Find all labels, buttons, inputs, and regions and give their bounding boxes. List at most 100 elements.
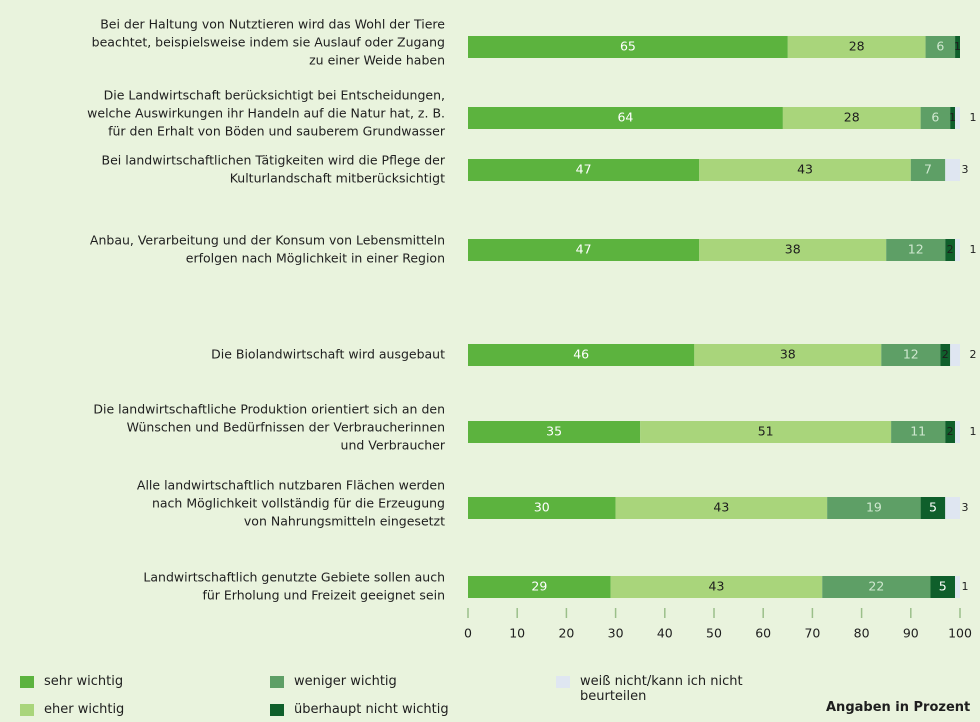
legend-item: weniger wichtig xyxy=(270,674,397,689)
legend-item: eher wichtig xyxy=(20,702,124,717)
category-label: von Nahrungsmitteln eingesetzt xyxy=(244,514,445,529)
x-tick-label: 30 xyxy=(608,626,624,641)
data-label: 5 xyxy=(929,500,937,515)
bar-segment xyxy=(822,576,931,598)
data-label: 11 xyxy=(910,424,926,439)
category-label: Alle landwirtschaftlich nutzbaren Fläche… xyxy=(137,478,445,493)
data-label: 28 xyxy=(849,39,865,54)
data-label: 38 xyxy=(780,347,796,362)
bar-segment xyxy=(891,421,946,443)
category-label: Die Landwirtschaft berücksichtigt bei En… xyxy=(104,88,445,103)
bar-segment xyxy=(945,497,960,519)
x-tick-label: 10 xyxy=(509,626,525,641)
category-label: beachtet, beispielsweise indem sie Ausla… xyxy=(92,35,445,50)
x-tick-label: 80 xyxy=(854,626,870,641)
data-label: 6 xyxy=(931,110,939,125)
category-label: Kulturlandschaft mitberücksichtigt xyxy=(230,171,445,186)
bar-segment xyxy=(699,159,911,181)
data-label: 1 xyxy=(962,580,969,593)
data-label: 5 xyxy=(939,579,947,594)
legend-swatch xyxy=(20,704,34,716)
x-tick-label: 90 xyxy=(903,626,919,641)
bar-segment xyxy=(910,159,946,181)
category-label: Die landwirtschaftliche Produktion orien… xyxy=(93,402,445,417)
category-label: Bei landwirtschaftlichen Tätigkeiten wir… xyxy=(102,153,446,168)
data-label: 1 xyxy=(970,425,977,438)
data-label: 28 xyxy=(844,110,860,125)
data-label: 12 xyxy=(903,347,919,362)
data-label: 43 xyxy=(709,579,725,594)
legend-item: überhaupt nicht wichtig xyxy=(270,702,449,717)
x-tick-label: 40 xyxy=(657,626,673,641)
data-label: 65 xyxy=(620,39,636,54)
data-label: 64 xyxy=(617,110,633,125)
bar-segment xyxy=(640,421,892,443)
data-label: 22 xyxy=(868,579,884,594)
bar-segment xyxy=(827,497,921,519)
legend-label: überhaupt nicht wichtig xyxy=(294,702,449,717)
bar-segment xyxy=(615,497,828,519)
x-tick-label: 60 xyxy=(755,626,771,641)
bar-segment xyxy=(955,576,960,598)
legend-item: weiß nicht/kann ich nicht beurteilen xyxy=(556,674,756,704)
category-label: und Verbraucher xyxy=(341,438,446,453)
bar-segment xyxy=(610,576,823,598)
data-label: 43 xyxy=(797,162,813,177)
x-tick-label: 100 xyxy=(948,626,972,641)
legend-label: weniger wichtig xyxy=(294,674,397,689)
legend-swatch xyxy=(556,676,570,688)
bar-segment xyxy=(930,576,956,598)
bar-segment xyxy=(468,421,641,443)
x-tick-label: 0 xyxy=(464,626,472,641)
data-label: 1 xyxy=(949,111,956,124)
category-label: Landwirtschaftlich genutzte Gebiete soll… xyxy=(143,570,445,585)
bar-segment xyxy=(468,344,695,366)
category-label: zu einer Weide haben xyxy=(309,53,445,68)
bar-segment xyxy=(945,421,956,443)
data-label: 1 xyxy=(954,40,961,53)
bar-segment xyxy=(468,107,783,129)
category-label: für Erholung und Freizeit geeignet sein xyxy=(202,588,445,603)
legend-swatch xyxy=(270,704,284,716)
legend-label: eher wichtig xyxy=(44,702,125,717)
legend-swatch xyxy=(270,676,284,688)
data-label: 29 xyxy=(531,579,547,594)
legend-item: sehr wichtig xyxy=(20,674,123,689)
data-label: 2 xyxy=(942,348,949,361)
bar-segment xyxy=(920,107,951,129)
legend-swatch xyxy=(20,676,34,688)
bar-segment xyxy=(925,36,956,58)
category-label: Die Biolandwirtschaft wird ausgebaut xyxy=(211,347,445,362)
data-label: 38 xyxy=(785,242,801,257)
bar-segment xyxy=(955,421,960,443)
data-label: 47 xyxy=(576,162,592,177)
category-label: für den Erhalt von Böden und sauberem Gr… xyxy=(108,124,446,139)
category-label: Bei der Haltung von Nutztieren wird das … xyxy=(100,17,445,32)
note: Angaben in Prozent xyxy=(826,700,971,715)
data-label: 2 xyxy=(970,348,977,361)
bar-segment xyxy=(955,107,960,129)
bar-segment xyxy=(920,497,946,519)
category-label: welche Auswirkungen ihr Handeln auf die … xyxy=(87,106,445,121)
bar-segment xyxy=(468,497,616,519)
bar-segment xyxy=(881,344,941,366)
data-label: 35 xyxy=(546,424,562,439)
data-label: 51 xyxy=(758,424,774,439)
data-label: 2 xyxy=(947,243,954,256)
bar-segment xyxy=(955,36,960,58)
bar-segment xyxy=(468,159,700,181)
x-tick-label: 70 xyxy=(804,626,820,641)
bar-segment xyxy=(468,576,611,598)
legend-label: sehr wichtig xyxy=(44,674,124,689)
bar-segment xyxy=(468,36,788,58)
bar-segment xyxy=(886,239,946,261)
data-label: 2 xyxy=(947,425,954,438)
category-label: Wünschen und Bedürfnissen der Verbrauche… xyxy=(127,420,445,435)
data-label: 3 xyxy=(962,501,969,514)
bar-segment xyxy=(950,344,960,366)
data-label: 1 xyxy=(970,243,977,256)
category-label: erfolgen nach Möglichkeit in einer Regio… xyxy=(186,251,445,266)
x-tick-label: 20 xyxy=(558,626,574,641)
